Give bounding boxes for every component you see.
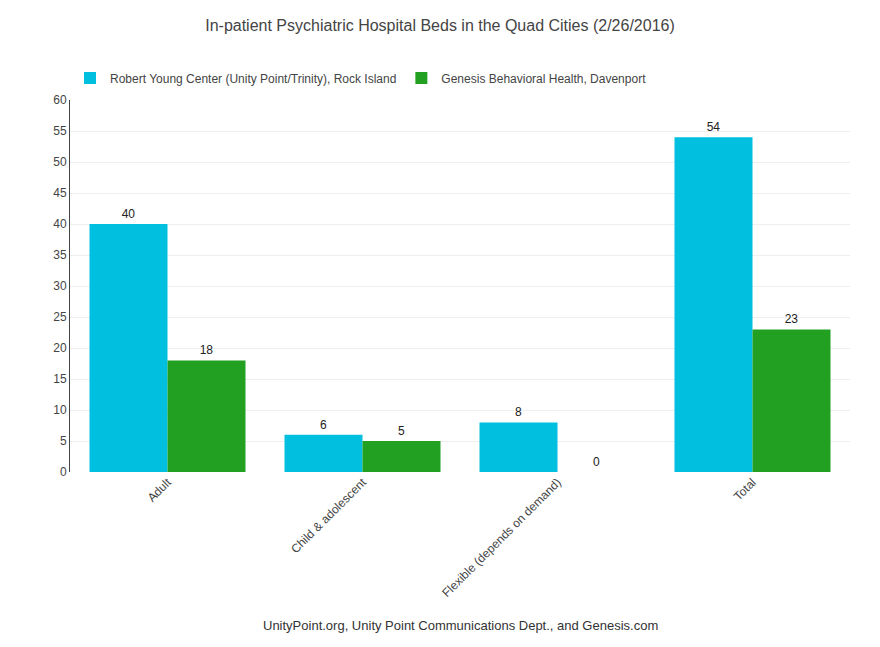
svg-text:60: 60: [53, 93, 67, 107]
svg-text:Robert Young Center (Unity Poi: Robert Young Center (Unity Point/Trinity…: [110, 72, 396, 86]
svg-text:18: 18: [200, 343, 214, 357]
svg-text:40: 40: [53, 217, 67, 231]
svg-text:Adult: Adult: [145, 475, 175, 505]
svg-text:In-patient Psychiatric Hospita: In-patient Psychiatric Hospital Beds in …: [205, 17, 675, 34]
svg-text:20: 20: [53, 341, 67, 355]
svg-text:10: 10: [53, 403, 67, 417]
svg-text:Total: Total: [731, 475, 759, 503]
svg-text:0: 0: [60, 465, 67, 479]
svg-text:55: 55: [53, 124, 67, 138]
svg-text:0: 0: [593, 455, 600, 469]
svg-text:35: 35: [53, 248, 67, 262]
svg-text:40: 40: [122, 207, 136, 221]
svg-text:23: 23: [785, 312, 799, 326]
svg-text:Flexible (depends on demand): Flexible (depends on demand): [439, 475, 564, 600]
svg-text:UnityPoint.org, Unity Point Co: UnityPoint.org, Unity Point Communicatio…: [263, 618, 658, 633]
svg-text:8: 8: [515, 405, 522, 419]
svg-text:50: 50: [53, 155, 67, 169]
svg-text:Genesis Behavioral Health, Dav: Genesis Behavioral Health, Davenport: [441, 72, 646, 86]
svg-text:25: 25: [53, 310, 67, 324]
svg-text:30: 30: [53, 279, 67, 293]
svg-text:Child & adolescent: Child & adolescent: [288, 475, 369, 556]
svg-text:5: 5: [398, 424, 405, 438]
svg-text:6: 6: [320, 418, 327, 432]
svg-text:15: 15: [53, 372, 67, 386]
svg-text:45: 45: [53, 186, 67, 200]
svg-text:5: 5: [60, 434, 67, 448]
svg-text:54: 54: [707, 120, 721, 134]
